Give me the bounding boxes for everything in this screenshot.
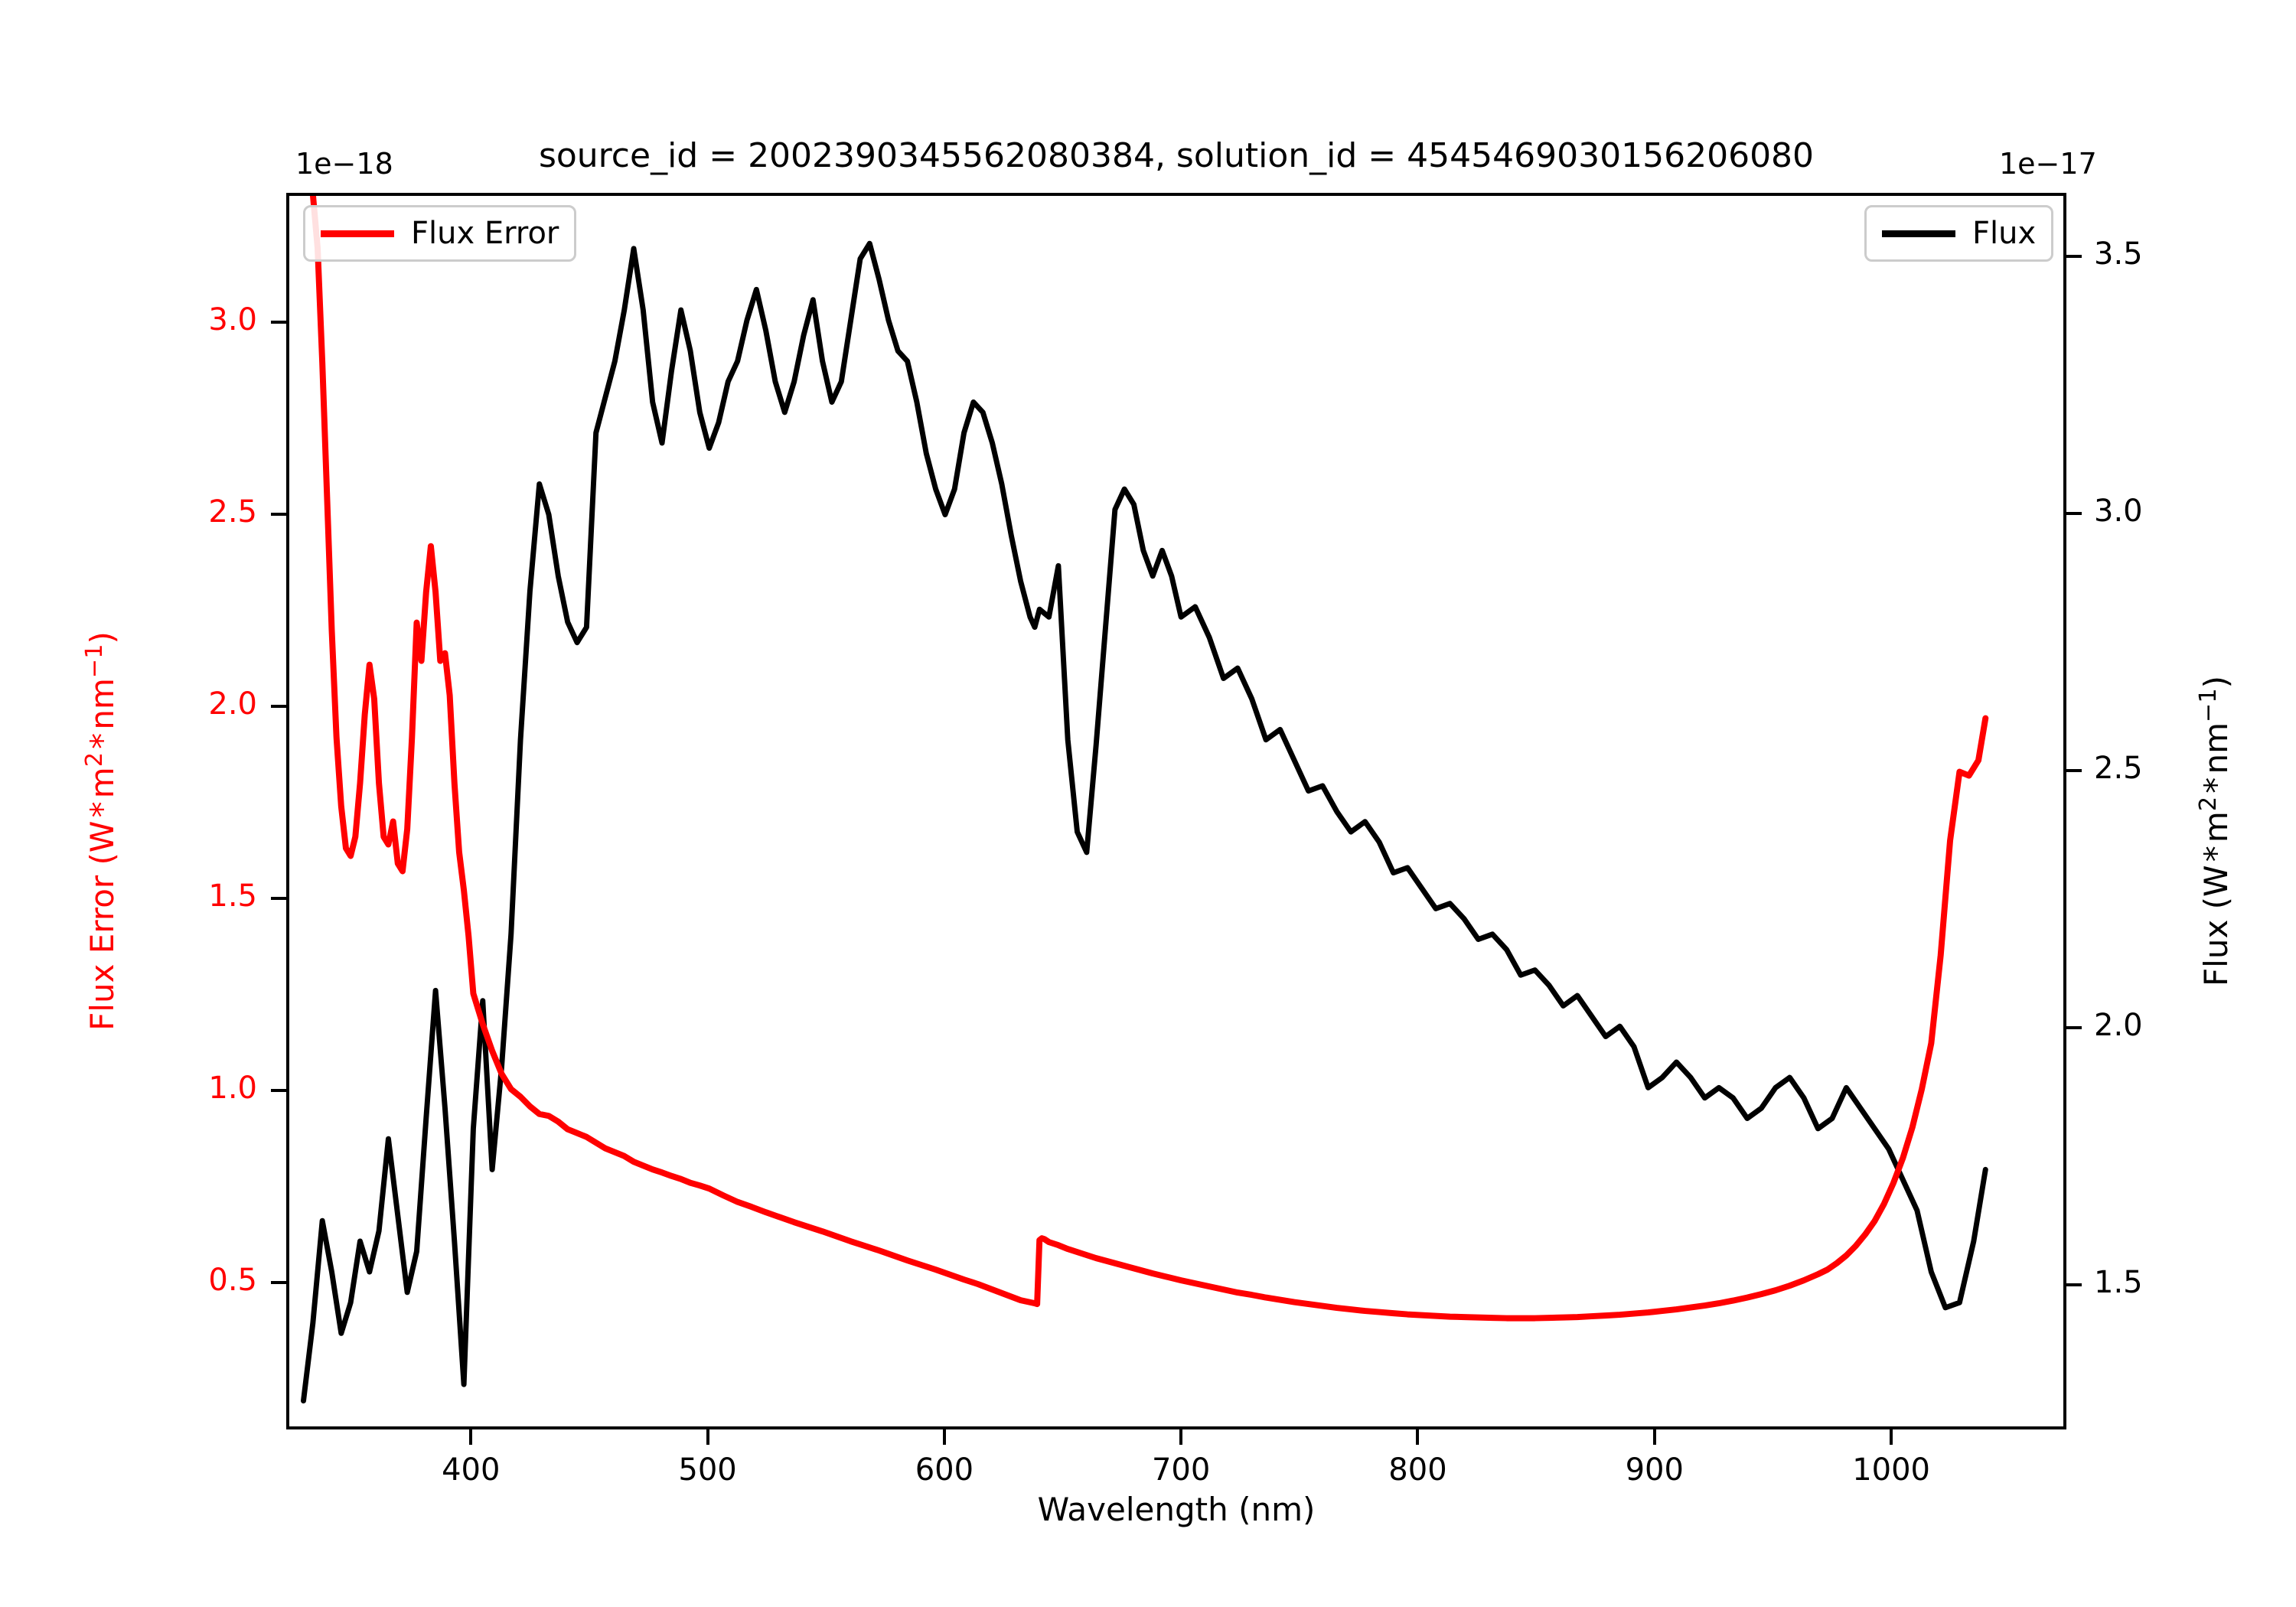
- x-tick-label: 900: [1625, 1452, 1684, 1488]
- y-right-tick-label: 3.5: [2094, 236, 2143, 272]
- y-left-tick-label: 3.0: [208, 302, 257, 337]
- legend-flux-error[interactable]: Flux Error: [303, 205, 577, 262]
- y-left-tick-mark: [271, 512, 286, 516]
- x-tick-mark: [469, 1429, 473, 1445]
- y-left-tick-label: 2.5: [208, 494, 257, 530]
- y-left-tick-mark: [271, 320, 286, 324]
- x-tick-label: 1000: [1852, 1452, 1930, 1488]
- x-tick-mark: [942, 1429, 946, 1445]
- y-right-tick-mark: [2066, 1025, 2082, 1029]
- x-axis-label: Wavelength (nm): [1037, 1491, 1316, 1528]
- y-left-tick-mark: [271, 1281, 286, 1285]
- legend-flux[interactable]: Flux: [1864, 205, 2054, 262]
- plot-lines: [301, 196, 1989, 1404]
- y-right-tick-mark: [2066, 1283, 2082, 1286]
- left-y-axis-label: Flux Error (W * m2 * nm−1): [81, 631, 121, 1031]
- y-right-tick-label: 3.0: [2094, 493, 2143, 529]
- right-axis-exponent-offset: 1e−17: [1999, 147, 2097, 181]
- plot-area: [286, 193, 2066, 1429]
- legend-swatch-flux: [1882, 230, 1955, 237]
- legend-label-flux-error: Flux Error: [411, 216, 559, 251]
- y-left-tick-mark: [271, 1089, 286, 1093]
- y-left-tick-label: 1.5: [208, 878, 257, 914]
- x-tick-label: 400: [442, 1452, 501, 1488]
- right-y-axis-label: Flux (W * m2 * nm−1): [2195, 676, 2235, 986]
- y-right-tick-label: 2.0: [2094, 1007, 2143, 1043]
- y-left-tick-label: 1.0: [208, 1071, 257, 1107]
- left-axis-exponent-offset: 1e−18: [295, 147, 393, 181]
- legend-label-flux: Flux: [1972, 216, 2037, 251]
- x-tick-mark: [1890, 1429, 1893, 1445]
- y-right-tick-label: 2.5: [2094, 750, 2143, 786]
- y-right-tick-mark: [2066, 768, 2082, 772]
- x-tick-mark: [1416, 1429, 1420, 1445]
- legend-swatch-flux-error: [321, 230, 394, 237]
- chart-title: source_id = 2002390345562080384, solutio…: [538, 136, 1815, 175]
- y-left-tick-mark: [271, 896, 286, 900]
- x-tick-mark: [1179, 1429, 1183, 1445]
- flux-error-line: [309, 196, 1989, 1322]
- x-tick-label: 600: [915, 1452, 974, 1488]
- x-tick-mark: [1652, 1429, 1656, 1445]
- y-left-tick-mark: [271, 704, 286, 708]
- x-tick-label: 800: [1388, 1452, 1447, 1488]
- x-tick-label: 500: [678, 1452, 737, 1488]
- y-right-tick-mark: [2066, 254, 2082, 258]
- y-left-tick-label: 0.5: [208, 1263, 257, 1299]
- y-right-tick-mark: [2066, 511, 2082, 515]
- x-tick-label: 700: [1151, 1452, 1211, 1488]
- y-right-tick-label: 1.5: [2094, 1264, 2143, 1300]
- y-left-tick-label: 2.0: [208, 686, 257, 722]
- x-tick-mark: [706, 1429, 709, 1445]
- flux-line: [301, 240, 1988, 1404]
